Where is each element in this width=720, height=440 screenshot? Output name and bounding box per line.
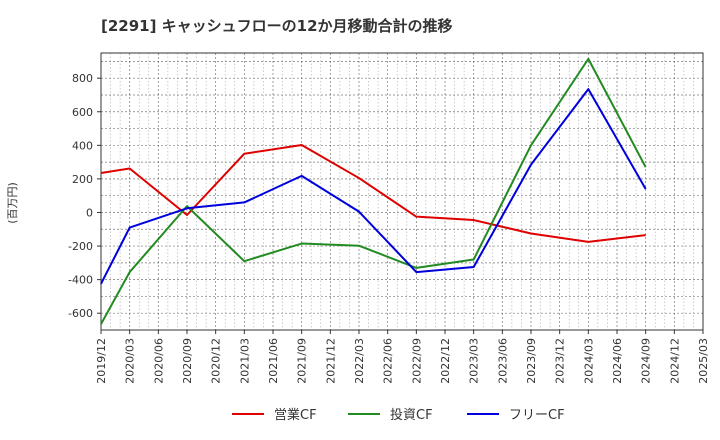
grid (100, 53, 704, 331)
x-tick-label: 2022/06 (382, 338, 395, 384)
x-tick-label: 2020/03 (124, 338, 137, 384)
x-tick-label: 2019/12 (95, 338, 108, 384)
series-line-3 (100, 88, 647, 285)
series-line-2 (100, 57, 647, 325)
x-tick-label: 2023/09 (525, 338, 538, 384)
legend-label-3: フリーCF (509, 408, 565, 423)
chart-title: [2291] キャッシュフローの12か月移動合計の推移 (101, 17, 453, 35)
x-axis: 2019/12 2020/03 2020/06 2020/09 2020/12 2021/… (95, 330, 710, 384)
x-tick-label: 2025/03 (697, 338, 710, 384)
y-tick-label: 400 (72, 139, 93, 152)
x-tick-label: 2021/09 (296, 338, 309, 384)
x-tick-label: 2022/03 (353, 338, 366, 384)
series-lines (100, 57, 647, 325)
y-axis: 800 600 400 200 0 -200 -400 -600 (68, 72, 101, 320)
legend-label-2: 投資CF (390, 407, 433, 423)
y-tick-label: -400 (68, 274, 93, 287)
x-tick-label: 2024/03 (582, 338, 595, 384)
legend: 営業CF 投資CF フリーCF (232, 407, 565, 423)
y-tick-label: -600 (68, 307, 93, 320)
x-tick-label: 2022/09 (410, 338, 423, 384)
x-tick-label: 2020/09 (181, 338, 194, 384)
x-tick-label: 2021/06 (267, 338, 280, 384)
y-tick-label: 600 (72, 106, 93, 119)
y-tick-label: 800 (72, 72, 93, 85)
y-tick-label: 200 (72, 173, 93, 186)
legend-label-1: 営業CF (274, 407, 317, 423)
series-line-1 (100, 144, 646, 243)
x-tick-label: 2024/09 (640, 338, 653, 384)
y-tick-label: 0 (86, 206, 93, 219)
x-tick-label: 2023/12 (554, 338, 567, 384)
x-tick-label: 2020/12 (210, 338, 223, 384)
x-tick-label: 2022/12 (439, 338, 452, 384)
x-tick-label: 2023/06 (496, 338, 509, 384)
x-tick-label: 2024/06 (611, 338, 624, 384)
y-tick-label: -200 (68, 240, 93, 253)
x-tick-label: 2021/12 (324, 338, 337, 384)
y-axis-label: (百万円) (6, 182, 19, 224)
x-tick-label: 2024/12 (668, 338, 681, 384)
x-tick-label: 2023/03 (468, 338, 481, 384)
x-tick-label: 2021/03 (238, 338, 251, 384)
x-tick-label: 2020/06 (152, 338, 165, 384)
plot-area (100, 52, 704, 331)
